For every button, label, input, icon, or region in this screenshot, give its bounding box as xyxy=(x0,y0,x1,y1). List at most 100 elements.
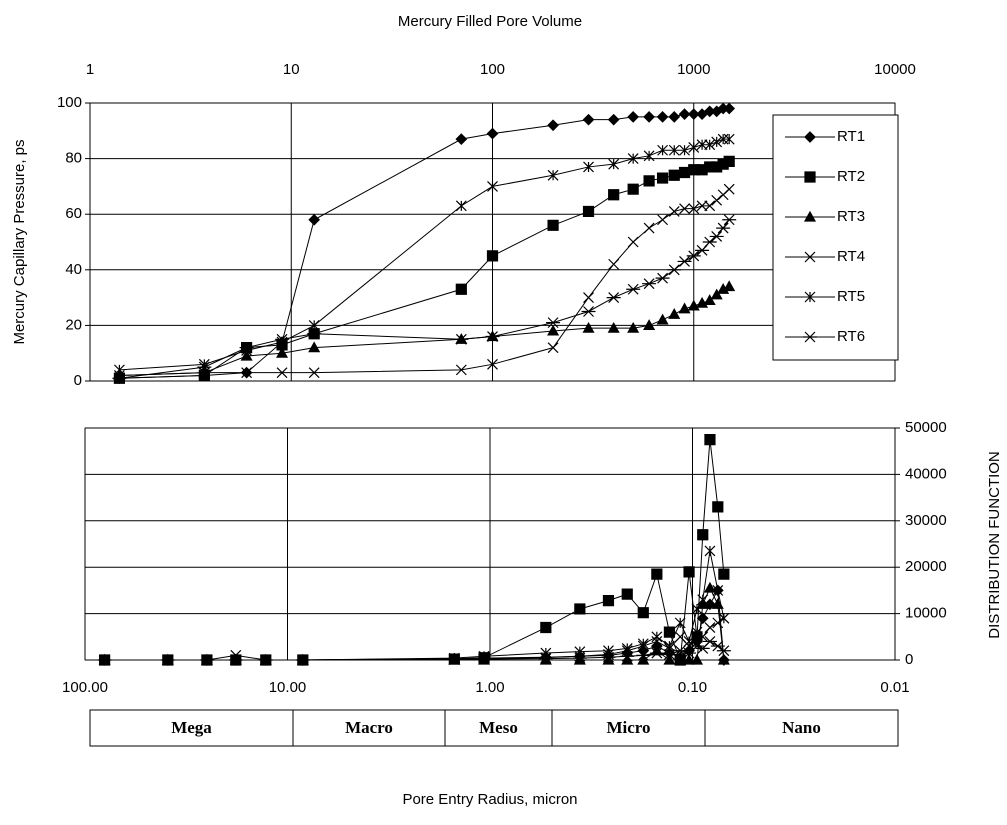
data-point xyxy=(697,594,709,606)
data-point xyxy=(704,622,716,633)
data-point xyxy=(275,333,290,345)
y-tick-label: 20000 xyxy=(905,558,947,575)
data-point xyxy=(718,568,730,580)
data-point xyxy=(643,111,655,123)
data-point xyxy=(717,653,730,665)
data-point xyxy=(723,133,735,145)
y-tick-label: 20 xyxy=(65,316,82,333)
data-point xyxy=(620,650,635,662)
data-point xyxy=(637,638,649,650)
data-point xyxy=(546,317,561,329)
data-point xyxy=(657,144,669,156)
y-axis-label: Mercury Capillary Pressure, ps xyxy=(11,139,28,344)
data-point xyxy=(240,349,253,361)
data-point xyxy=(113,364,125,376)
data-point xyxy=(583,292,594,304)
data-point xyxy=(702,236,717,248)
legend-marker xyxy=(804,251,816,263)
class-strip xyxy=(89,709,899,747)
data-point xyxy=(627,321,640,333)
data-point xyxy=(712,617,724,629)
series-line xyxy=(104,640,725,661)
x-tick-label: 1 xyxy=(86,61,94,78)
data-point xyxy=(704,200,716,212)
data-point xyxy=(448,652,460,664)
y-tick-label: 0 xyxy=(905,651,913,668)
data-point xyxy=(711,136,723,148)
data-point xyxy=(582,205,595,218)
data-point xyxy=(626,283,641,295)
data-point xyxy=(710,640,725,652)
data-point xyxy=(197,361,212,373)
data-point xyxy=(486,250,499,262)
data-point xyxy=(643,222,655,234)
data-point xyxy=(683,653,696,665)
x-tick-label: 1.00 xyxy=(475,679,504,696)
data-point xyxy=(723,102,736,115)
data-point xyxy=(688,203,700,215)
data-point xyxy=(664,640,675,652)
data-point xyxy=(608,189,620,201)
data-point xyxy=(547,342,559,354)
data-point xyxy=(668,308,681,319)
class-label: Nano xyxy=(782,718,821,737)
y-tick-label: 0 xyxy=(74,372,82,389)
data-point xyxy=(601,651,616,663)
data-point xyxy=(455,200,467,212)
data-point xyxy=(454,333,469,345)
data-point xyxy=(547,169,559,181)
data-point xyxy=(643,319,656,330)
data-point xyxy=(547,219,559,231)
data-point xyxy=(308,367,320,379)
data-point xyxy=(572,652,587,664)
data-point xyxy=(608,258,620,270)
data-point xyxy=(668,144,680,156)
data-point xyxy=(198,367,210,379)
data-point xyxy=(686,250,701,262)
data-point xyxy=(651,568,663,580)
legend-label: RT6 xyxy=(837,328,865,345)
x-tick-label: 100.00 xyxy=(62,679,108,696)
data-point xyxy=(276,367,288,379)
y-tick-label: 50000 xyxy=(905,419,947,436)
data-point xyxy=(643,175,655,187)
data-point xyxy=(723,183,735,195)
data-point xyxy=(678,302,691,314)
data-point xyxy=(642,278,657,290)
data-point xyxy=(538,653,553,665)
y-tick-label: 40000 xyxy=(905,465,947,482)
legend-marker xyxy=(804,171,816,183)
data-point xyxy=(709,231,724,242)
data-point xyxy=(447,654,462,665)
data-point xyxy=(636,649,651,661)
data-point xyxy=(710,288,723,300)
data-point xyxy=(690,653,704,665)
y-tick-label: 80 xyxy=(65,150,82,167)
legend-marker xyxy=(803,210,817,222)
data-point xyxy=(486,127,499,140)
y-axis-label: DISTRIBUTION FUNCTION xyxy=(986,451,1003,639)
data-point xyxy=(663,626,676,638)
class-label: Mega xyxy=(171,718,212,737)
data-point xyxy=(621,642,633,654)
x-tick-label: 10 xyxy=(283,61,300,78)
x-tick-label: 10000 xyxy=(874,61,916,78)
data-point xyxy=(679,144,690,156)
legend-marker xyxy=(804,131,816,143)
legend xyxy=(772,114,899,361)
data-point xyxy=(723,280,736,292)
y-tick-label: 30000 xyxy=(905,512,947,529)
data-point xyxy=(656,313,669,325)
data-point xyxy=(258,654,273,666)
data-point xyxy=(679,203,690,215)
data-point xyxy=(704,434,716,446)
data-point xyxy=(583,161,594,173)
data-point xyxy=(696,139,708,151)
data-point xyxy=(657,214,669,226)
x-tick-label: 1000 xyxy=(677,61,710,78)
data-point xyxy=(704,545,716,557)
data-point xyxy=(637,607,649,619)
data-point xyxy=(656,172,669,184)
y-tick-label: 100 xyxy=(57,94,82,111)
